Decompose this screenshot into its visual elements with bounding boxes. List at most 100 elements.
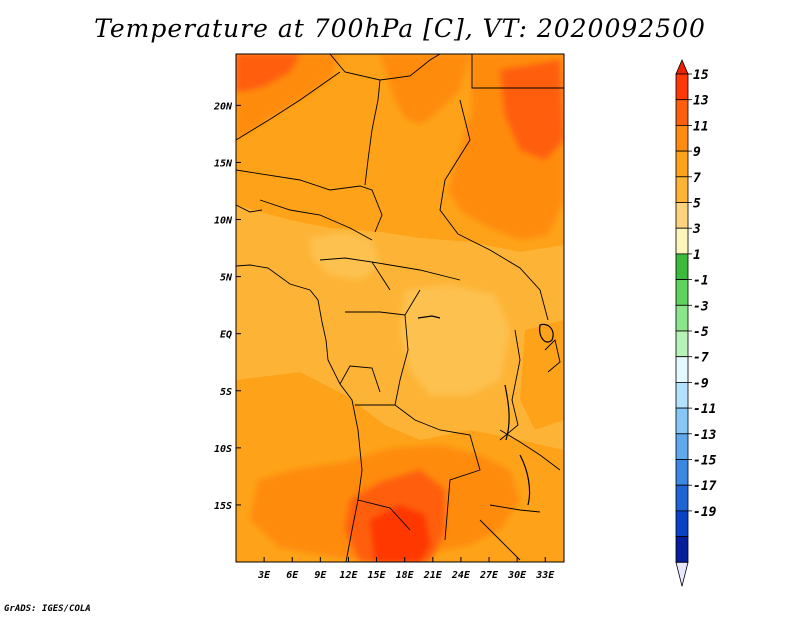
grads-credit: GrADS: IGES/COLA: [4, 604, 91, 614]
border-line-9: [319, 257, 391, 291]
map-title: Temperature at 700hPa [C], VT: 202009250…: [94, 14, 706, 43]
lat-tick-label: 5N: [220, 273, 233, 284]
lon-tick-label: 18E: [396, 570, 415, 581]
lon-tick-label: 6E: [286, 570, 299, 581]
latitude-axis: 20N 15N 10N 5N EQ 5S 10S 15S: [213, 101, 241, 512]
lake-outline-4: [417, 315, 441, 319]
border-line-1: [236, 169, 383, 233]
border-line-20: [479, 519, 521, 561]
colorbar-label: 13: [693, 94, 709, 109]
colorbar-swatch-4: [675, 176, 689, 203]
colorbar-swatch-5: [675, 202, 689, 229]
colorbar-top-arrow: [675, 58, 689, 75]
colorbar-swatch-9: [675, 304, 689, 332]
colorbar-label: -1: [693, 274, 709, 289]
border-line-6: [299, 71, 341, 101]
colorbar-swatch-17: [675, 510, 689, 537]
lake-outline-1: [539, 323, 554, 343]
colorbar-label: -19: [693, 505, 717, 520]
temperature-field: [236, 54, 564, 562]
lat-tick-label: 20N: [213, 101, 233, 112]
border-line-4: [439, 99, 471, 235]
border-line-21: [544, 339, 561, 373]
colorbar-label: -7: [693, 351, 709, 366]
colorbar-swatch-10: [675, 330, 689, 358]
field-region-sahara-central: [380, 54, 470, 125]
border-line-11: [371, 261, 461, 281]
field-region-east: [520, 320, 564, 430]
field-region-hot-northwest: [236, 54, 300, 92]
colorbar-swatch-1: [675, 99, 689, 126]
lon-tick-label: 30E: [507, 570, 527, 581]
lake-outline-3: [519, 454, 531, 506]
lon-tick-label: 15E: [368, 570, 387, 581]
border-line-13: [355, 314, 409, 406]
colorbar-swatch-16: [675, 484, 689, 512]
field-region-hot-core: [370, 505, 430, 562]
lon-tick-label: 9E: [314, 570, 327, 581]
colorbar-label: -11: [693, 402, 716, 417]
lat-tick-label: 5S: [220, 387, 232, 398]
lon-tick-label: 3E: [257, 570, 271, 581]
colorbar-label: -13: [693, 428, 717, 443]
border-line-15: [499, 429, 561, 471]
colorbar-swatch-14: [675, 433, 689, 460]
colorbar-label: 15: [693, 68, 709, 83]
border-line-16: [499, 329, 521, 441]
colorbar-label: -5: [693, 325, 709, 340]
colorbar-legend: 15 13 11 9 7 5 3 1 -1 -3 -5 -7 -9 -11 -13 -15 -17 -19: [675, 58, 717, 587]
map-frame: [235, 53, 565, 563]
longitude-axis: 3E 6E 9E 12E 15E 18E 21E 24E 27E 30E 33E: [257, 557, 555, 581]
lon-tick-label: 12E: [339, 570, 358, 581]
colorbar-swatch-3: [675, 150, 689, 178]
colorbar-swatch-8: [675, 279, 689, 306]
lat-tick-label: 10S: [214, 444, 232, 455]
temperature-map: [236, 54, 564, 562]
border-line-5: [471, 54, 564, 89]
colorbar-swatch-7: [675, 253, 689, 280]
colorbar-swatch-2: [675, 125, 689, 152]
lon-tick-label: 33E: [535, 570, 555, 581]
field-region-hot-northeast: [500, 60, 564, 160]
lon-tick-label: 24E: [451, 570, 471, 581]
colorbar-swatch-15: [675, 459, 689, 486]
lon-tick-label: 27E: [479, 570, 499, 581]
border-line-8: [259, 199, 373, 241]
lake-outline-2: [504, 384, 510, 441]
border-line-2: [329, 54, 441, 81]
colorbar-swatch-18: [675, 536, 689, 563]
colorbar-label: -15: [693, 454, 717, 469]
lat-tick-label: 15N: [214, 158, 233, 169]
border-line-10: [457, 233, 549, 321]
border-line-18: [489, 504, 541, 513]
border-line-3: [364, 79, 381, 186]
colorbar-label: -9: [693, 376, 709, 391]
lon-tick-label: 21E: [423, 570, 443, 581]
colorbar-label: 3: [692, 222, 701, 237]
border-line-22: [357, 499, 411, 531]
border-line-7: [236, 99, 301, 141]
colorbar-label: 5: [693, 197, 701, 212]
colorbar-swatch-13: [675, 407, 689, 435]
colorbar-label: 7: [693, 171, 701, 186]
country-borders: [236, 54, 564, 562]
colorbar-swatch-11: [675, 356, 689, 383]
coastline-west: [236, 264, 363, 562]
colorbar-label: 11: [693, 119, 709, 134]
lat-tick-label: EQ: [220, 330, 232, 341]
lake-outlines: [417, 315, 554, 506]
colorbar-swatch-12: [675, 381, 689, 409]
colorbar-label: -17: [693, 479, 717, 494]
field-region-congo-basin: [400, 285, 510, 395]
colorbar-label: 1: [693, 248, 701, 263]
colorbar-swatch-0: [675, 73, 689, 101]
border-line-17: [339, 365, 381, 393]
lat-tick-label: 15S: [214, 501, 232, 512]
colorbar-swatch-6: [675, 227, 689, 255]
border-line-12: [345, 289, 421, 316]
field-region-cameroon-highlands: [310, 232, 380, 280]
lat-tick-label: 10N: [214, 216, 233, 227]
border-line-19: [236, 204, 263, 213]
colorbar-label: 9: [693, 145, 701, 160]
